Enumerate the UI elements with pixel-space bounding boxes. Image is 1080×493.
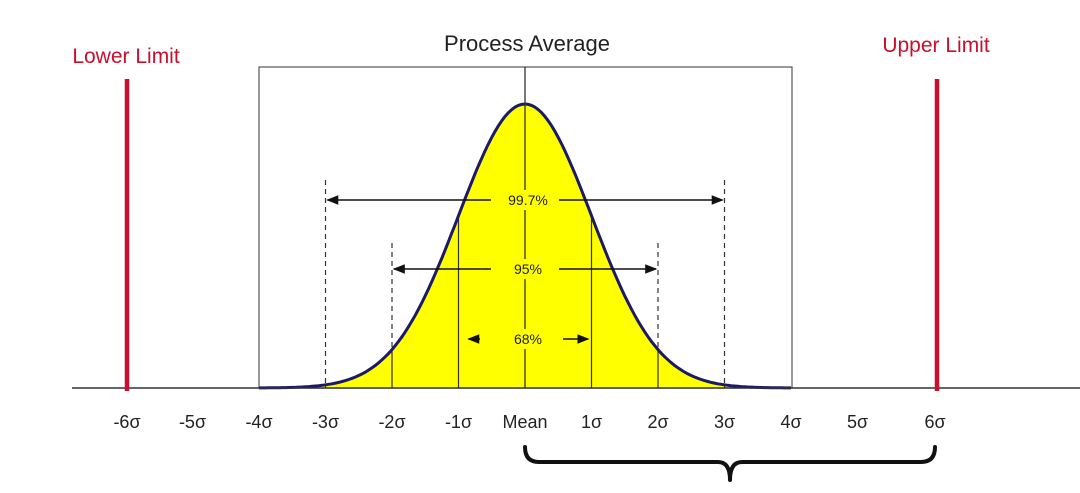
interval-label: 95% [514, 261, 542, 277]
six-sigma-brace [523, 445, 937, 482]
sigma-tick-labels: -6σ -5σ -4σ -3σ -2σ -1σ Mean 1σ 2σ 3σ 4σ 5σ 6σ [113, 412, 945, 432]
process-average-title: Process Average [444, 31, 610, 56]
interval-arrows: 99.7% 95% 68% [326, 190, 724, 349]
tick-label: 6σ [924, 412, 945, 432]
tick-label: 5σ [847, 412, 868, 432]
sigma-lines [324, 215, 726, 388]
interval-label: 99.7% [508, 192, 548, 208]
tick-label: -6σ [113, 412, 140, 432]
tick-label: 4σ [780, 412, 801, 432]
tick-label: -3σ [312, 412, 339, 432]
interval-label: 68% [514, 331, 542, 347]
interval-label-background [499, 190, 551, 210]
tick-label: -1σ [445, 412, 472, 432]
interval-label-background [499, 259, 551, 279]
tick-label: -5σ [179, 412, 206, 432]
tick-label: -4σ [245, 412, 272, 432]
interval-dashed-lines [324, 180, 726, 385]
interval-label-background [499, 329, 551, 349]
upper-limit-label: Upper Limit [882, 34, 990, 57]
tick-label: -2σ [378, 412, 405, 432]
tick-label: 2σ [647, 412, 668, 432]
lower-limit-label: Lower Limit [72, 45, 180, 68]
tick-label: 1σ [581, 412, 602, 432]
tick-label: Mean [502, 412, 547, 432]
tick-label: 3σ [714, 412, 735, 432]
